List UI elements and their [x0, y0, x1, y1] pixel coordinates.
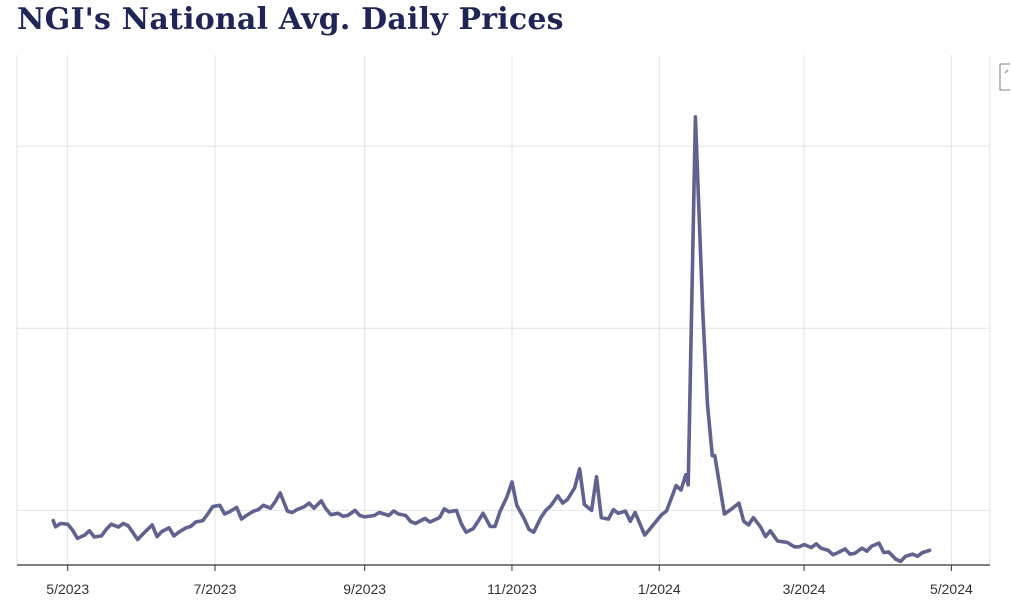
- x-tick-label: 7/2023: [194, 581, 237, 597]
- x-tick-label: 5/2024: [930, 581, 973, 597]
- x-tick-label: 5/2023: [46, 581, 89, 597]
- x-tick-label: 1/2024: [638, 581, 681, 597]
- x-axis-ticks: 5/2023 7/2023 9/2023 11/2023 1/2024 3/2024 5/2…: [46, 565, 973, 597]
- document-corner-icon: [999, 63, 1010, 91]
- price-series-line: [51, 115, 932, 564]
- grid-lines: [16, 55, 991, 565]
- chart-title: NGI's National Avg. Daily Prices: [17, 2, 564, 37]
- x-tick-label: 3/2024: [783, 581, 826, 597]
- price-series: [51, 115, 932, 564]
- x-tick-label: 11/2023: [487, 581, 537, 597]
- x-tick-label: 9/2023: [343, 581, 386, 597]
